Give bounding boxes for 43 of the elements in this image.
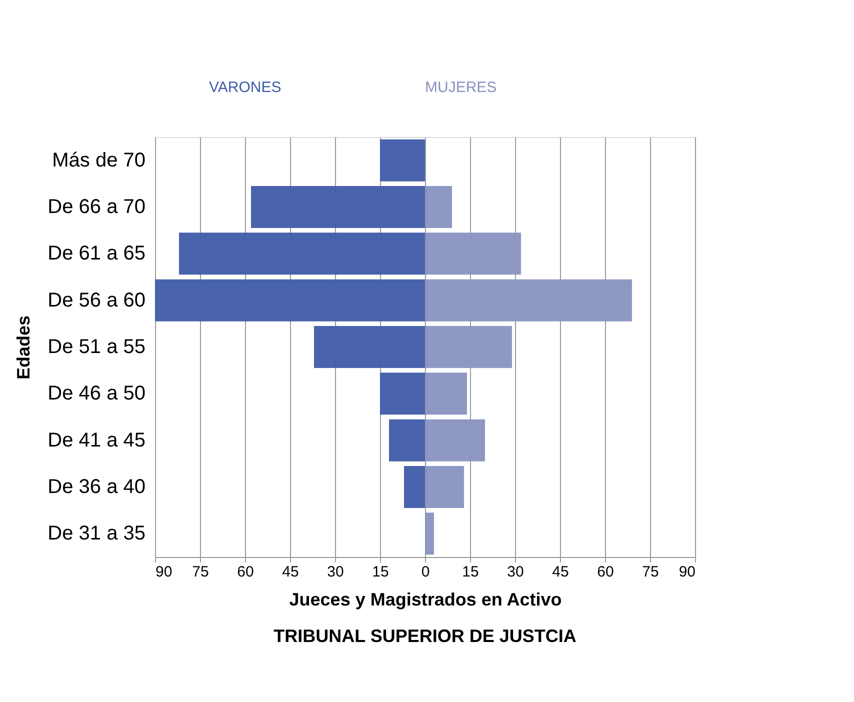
bar: [425, 326, 512, 368]
bar: [425, 512, 434, 555]
x-tick-label: 90: [678, 564, 696, 580]
y-tick-label: De 41 a 45: [48, 429, 146, 452]
y-tick-label: De 36 a 40: [48, 476, 146, 498]
y-tick-label: De 61 a 65: [48, 242, 146, 265]
bar: [155, 279, 425, 322]
y-tick-label: De 51 a 55: [48, 336, 146, 358]
text: TRIBUNAL SUPERIOR DE JUSTCIA: [274, 626, 576, 646]
bar: [425, 419, 485, 462]
bar: [425, 466, 464, 508]
bar: [380, 372, 425, 415]
x-axis-title: Jueces y Magistrados en Activo: [289, 590, 562, 610]
bar: [425, 279, 632, 322]
x-tick-label: 45: [282, 564, 299, 580]
bar: [425, 186, 452, 228]
x-tick-label: 30: [507, 564, 524, 580]
bar: [425, 232, 521, 275]
x-tick-label: 90: [156, 564, 172, 580]
text: VARONES: [209, 79, 282, 96]
x-tick-label: 60: [597, 564, 614, 580]
y-tick-label: De 46 a 50: [48, 382, 146, 405]
x-tick-label: 30: [327, 564, 344, 580]
text: MUJERES: [425, 79, 497, 96]
x-tick-label: 0: [421, 564, 430, 580]
x-tick-label: 75: [192, 564, 209, 580]
x-tick-label: 15: [372, 564, 389, 580]
bar: [179, 232, 425, 275]
x-tick-label: 60: [237, 564, 254, 580]
y-axis-title: Edades: [14, 315, 34, 380]
x-tick-label: 45: [552, 564, 569, 580]
x-tick-label: 75: [642, 564, 659, 580]
bar: [380, 139, 425, 182]
y-tick-label: Más de 70: [52, 149, 146, 172]
bar: [389, 419, 425, 462]
bar: [404, 466, 425, 508]
x-tick-label: 15: [462, 564, 479, 580]
y-tick-label: De 56 a 60: [48, 289, 146, 312]
bar: [314, 326, 425, 368]
bar: [425, 372, 467, 415]
y-tick-label: De 66 a 70: [48, 196, 146, 218]
y-tick-label: De 31 a 35: [48, 522, 146, 545]
bar: [251, 186, 425, 228]
